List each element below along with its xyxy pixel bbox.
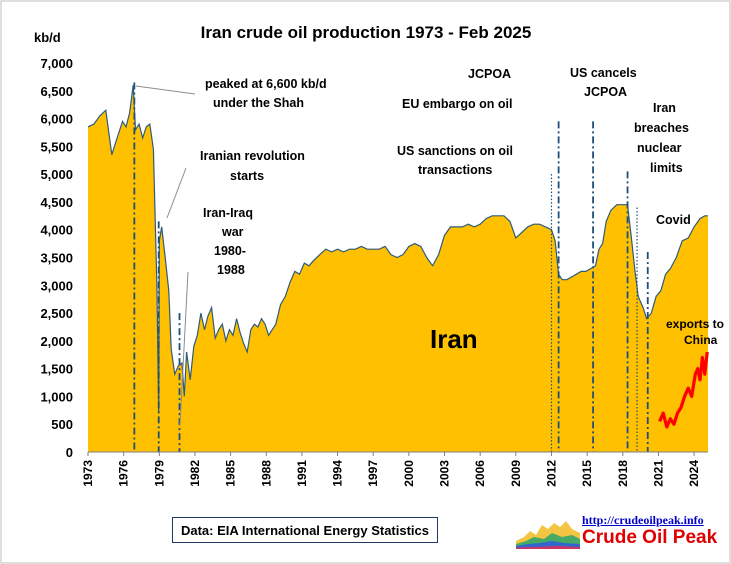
y-tick-label: 6,000 bbox=[40, 112, 73, 127]
annotation-jcpoa: JCPOA bbox=[468, 67, 511, 81]
svg-text:1988: 1988 bbox=[217, 263, 245, 277]
x-tick-label: 2024 bbox=[687, 460, 701, 487]
chart-title: Iran crude oil production 1973 - Feb 202… bbox=[201, 23, 532, 42]
svg-text:China: China bbox=[684, 333, 718, 347]
y-tick-label: 0 bbox=[66, 445, 73, 460]
x-tick-label: 1988 bbox=[259, 460, 273, 487]
x-tick-label: 1979 bbox=[152, 460, 166, 487]
x-tick-label: 1982 bbox=[188, 460, 202, 487]
x-tick-label: 2006 bbox=[473, 460, 487, 487]
y-tick-label: 1,000 bbox=[40, 389, 73, 404]
crude-oil-peak-logo[interactable]: http://crudeoilpeak.info Crude Oil Peak bbox=[516, 513, 721, 551]
annotation-breaches: Iran breaches nuclear limits bbox=[634, 101, 689, 175]
svg-text:nuclear: nuclear bbox=[637, 141, 682, 155]
x-tick-label: 2003 bbox=[438, 460, 452, 487]
logo-chart-icon bbox=[516, 521, 580, 549]
y-tick-label: 2,000 bbox=[40, 334, 73, 349]
source-box: Data: EIA International Energy Statistic… bbox=[172, 517, 438, 543]
x-tick-label: 2015 bbox=[580, 460, 594, 487]
annotation-eu-embargo: EU embargo on oil bbox=[402, 97, 512, 111]
annotation-war: Iran-Iraq war 1980- 1988 bbox=[203, 206, 253, 277]
x-tick-label: 1991 bbox=[295, 460, 309, 487]
plot-area bbox=[87, 82, 709, 453]
svg-text:under the Shah: under the Shah bbox=[213, 96, 304, 110]
y-tick-label: 5,000 bbox=[40, 167, 73, 182]
series-label-iran: Iran bbox=[430, 324, 478, 354]
y-axis-ticks: 0 500 1,000 1,500 2,000 2,500 3,000 3,500 4,000 4… bbox=[40, 56, 73, 460]
x-tick-label: 1976 bbox=[117, 460, 131, 487]
y-tick-label: 500 bbox=[51, 417, 73, 432]
annotation-leaders bbox=[135, 85, 196, 426]
svg-text:limits: limits bbox=[650, 161, 683, 175]
svg-text:Covid: Covid bbox=[656, 213, 691, 227]
logo-url-link[interactable]: http://crudeoilpeak.info bbox=[582, 513, 704, 527]
iran-production-line bbox=[87, 85, 708, 414]
x-tick-label: 1973 bbox=[81, 460, 95, 487]
svg-text:war: war bbox=[221, 225, 244, 239]
svg-text:Iran-Iraq: Iran-Iraq bbox=[203, 206, 253, 220]
y-tick-label: 5,500 bbox=[40, 139, 73, 154]
svg-text:Iran: Iran bbox=[653, 101, 676, 115]
annotation-us-sanctions: US sanctions on oil transactions bbox=[397, 144, 513, 177]
annotation-us-cancels: US cancels JCPOA bbox=[570, 66, 637, 99]
y-axis-unit: kb/d bbox=[34, 30, 61, 45]
svg-text:US sanctions on oil: US sanctions on oil bbox=[397, 144, 513, 158]
annotation-covid: Covid bbox=[656, 213, 691, 227]
y-tick-label: 3,000 bbox=[40, 278, 73, 293]
svg-text:Iranian revolution: Iranian revolution bbox=[200, 149, 305, 163]
x-tick-label: 1985 bbox=[224, 460, 238, 487]
event-lines bbox=[133, 82, 649, 452]
x-axis-ticks: 1973 1976 1979 1982 1985 1988 1991 1994 1997 2000… bbox=[81, 452, 701, 487]
china-exports-line bbox=[658, 351, 709, 429]
y-tick-label: 1,500 bbox=[40, 362, 73, 377]
svg-text:transactions: transactions bbox=[418, 163, 492, 177]
svg-text:1980-: 1980- bbox=[214, 244, 246, 258]
y-tick-label: 4,000 bbox=[40, 223, 73, 238]
y-tick-label: 2,500 bbox=[40, 306, 73, 321]
svg-text:EU embargo on oil: EU embargo on oil bbox=[402, 97, 512, 111]
x-tick-label: 1994 bbox=[331, 460, 345, 487]
svg-text:starts: starts bbox=[230, 169, 264, 183]
x-tick-label: 1997 bbox=[366, 460, 380, 487]
y-tick-label: 7,000 bbox=[40, 56, 73, 71]
x-tick-label: 2021 bbox=[651, 460, 665, 487]
x-tick-label: 2009 bbox=[509, 460, 523, 487]
svg-text:exports to: exports to bbox=[666, 317, 724, 331]
y-tick-label: 6,500 bbox=[40, 84, 73, 99]
annotation-revolution: Iranian revolution starts bbox=[200, 149, 305, 183]
svg-text:JCPOA: JCPOA bbox=[584, 85, 627, 99]
svg-text:JCPOA: JCPOA bbox=[468, 67, 511, 81]
annotation-china: exports to China bbox=[666, 317, 724, 347]
x-tick-label: 2000 bbox=[402, 460, 416, 487]
y-tick-label: 3,500 bbox=[40, 251, 73, 266]
svg-text:peaked at 6,600 kb/d: peaked at 6,600 kb/d bbox=[205, 77, 327, 91]
svg-text:US cancels: US cancels bbox=[570, 66, 637, 80]
svg-text:breaches: breaches bbox=[634, 121, 689, 135]
annotation-shah: peaked at 6,600 kb/d under the Shah bbox=[205, 77, 327, 110]
y-tick-label: 4,500 bbox=[40, 195, 73, 210]
logo-name: Crude Oil Peak bbox=[582, 527, 718, 548]
iran-production-area bbox=[88, 85, 708, 452]
x-tick-label: 2018 bbox=[616, 460, 630, 487]
x-tick-label: 2012 bbox=[544, 460, 558, 487]
